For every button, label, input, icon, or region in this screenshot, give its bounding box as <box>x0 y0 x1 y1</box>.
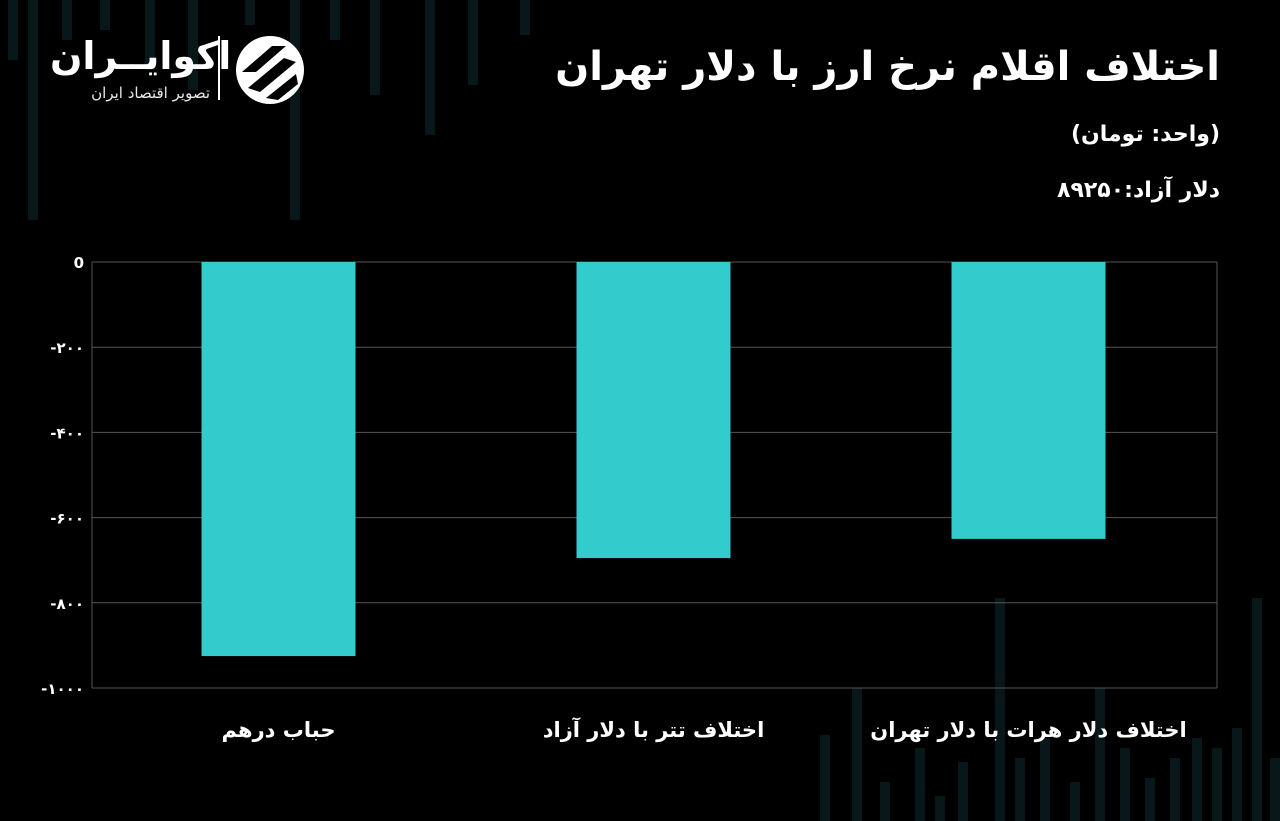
deco-candle <box>520 0 530 35</box>
logo-name: اکوایــران <box>50 34 232 78</box>
deco-candle <box>820 735 830 821</box>
deco-candle <box>1120 748 1130 821</box>
brand-logo: اکوایــران تصویر اقتصاد ایران <box>50 30 310 110</box>
free-dollar-note: دلار آزاد:۸۹۲۵۰ <box>1057 178 1220 203</box>
deco-candle <box>1192 738 1202 821</box>
deco-candle <box>1040 738 1050 821</box>
logo-subtitle: تصویر اقتصاد ایران <box>91 84 210 102</box>
deco-candle <box>1170 758 1180 821</box>
deco-candle <box>245 0 255 25</box>
deco-candle <box>1232 728 1242 821</box>
deco-candle <box>995 598 1005 821</box>
deco-candle <box>62 0 72 40</box>
y-tick-label: 0 <box>74 254 84 272</box>
deco-candle <box>1212 748 1222 821</box>
deco-candle <box>468 0 478 85</box>
deco-candle <box>100 0 110 30</box>
y-tick-label: -۴۰۰ <box>50 424 84 442</box>
deco-candle <box>915 748 925 821</box>
y-tick-label: -۲۰۰ <box>50 339 84 357</box>
deco-candle <box>425 0 435 135</box>
category-label: اختلاف تتر با دلار آزاد <box>543 717 765 742</box>
deco-candle <box>852 688 862 821</box>
y-tick-label: -۶۰۰ <box>50 510 84 528</box>
deco-candle <box>1270 758 1280 821</box>
bar <box>951 262 1106 539</box>
unit-label: (واحد: تومان) <box>1070 122 1220 147</box>
deco-candle <box>1095 688 1105 821</box>
deco-candle <box>958 762 968 821</box>
deco-candle <box>145 0 155 70</box>
deco-candle <box>1252 598 1262 821</box>
chart-title: اختلاف اقلام نرخ ارز با دلار تهران <box>555 44 1220 90</box>
bar <box>576 262 731 559</box>
logo-mark-icon <box>236 36 304 104</box>
deco-candle <box>880 782 890 821</box>
bar <box>201 262 356 657</box>
deco-candle <box>330 0 340 40</box>
deco-candle <box>28 0 38 220</box>
deco-candle <box>8 0 18 60</box>
deco-candle <box>1015 758 1025 821</box>
y-tick-label: -۱۰۰۰ <box>41 680 84 698</box>
deco-candle <box>290 0 300 220</box>
category-label: حباب درهم <box>222 718 336 742</box>
deco-candle <box>188 0 198 90</box>
deco-candle <box>1145 778 1155 821</box>
y-tick-label: -۸۰۰ <box>50 595 84 613</box>
deco-candle <box>935 796 945 821</box>
deco-candle <box>1070 782 1080 821</box>
deco-candle <box>370 0 380 95</box>
category-label: اختلاف دلار هرات با دلار تهران <box>870 718 1186 742</box>
logo-divider <box>218 36 220 100</box>
